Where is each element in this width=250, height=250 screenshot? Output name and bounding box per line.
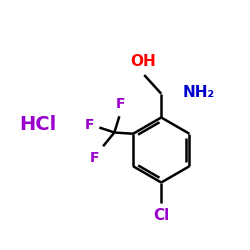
Text: Cl: Cl: [153, 208, 170, 222]
Text: F: F: [85, 118, 94, 132]
Text: F: F: [90, 151, 99, 165]
Text: NH₂: NH₂: [182, 85, 214, 100]
Text: F: F: [116, 97, 125, 111]
Text: OH: OH: [130, 54, 156, 69]
Text: HCl: HCl: [19, 116, 56, 134]
